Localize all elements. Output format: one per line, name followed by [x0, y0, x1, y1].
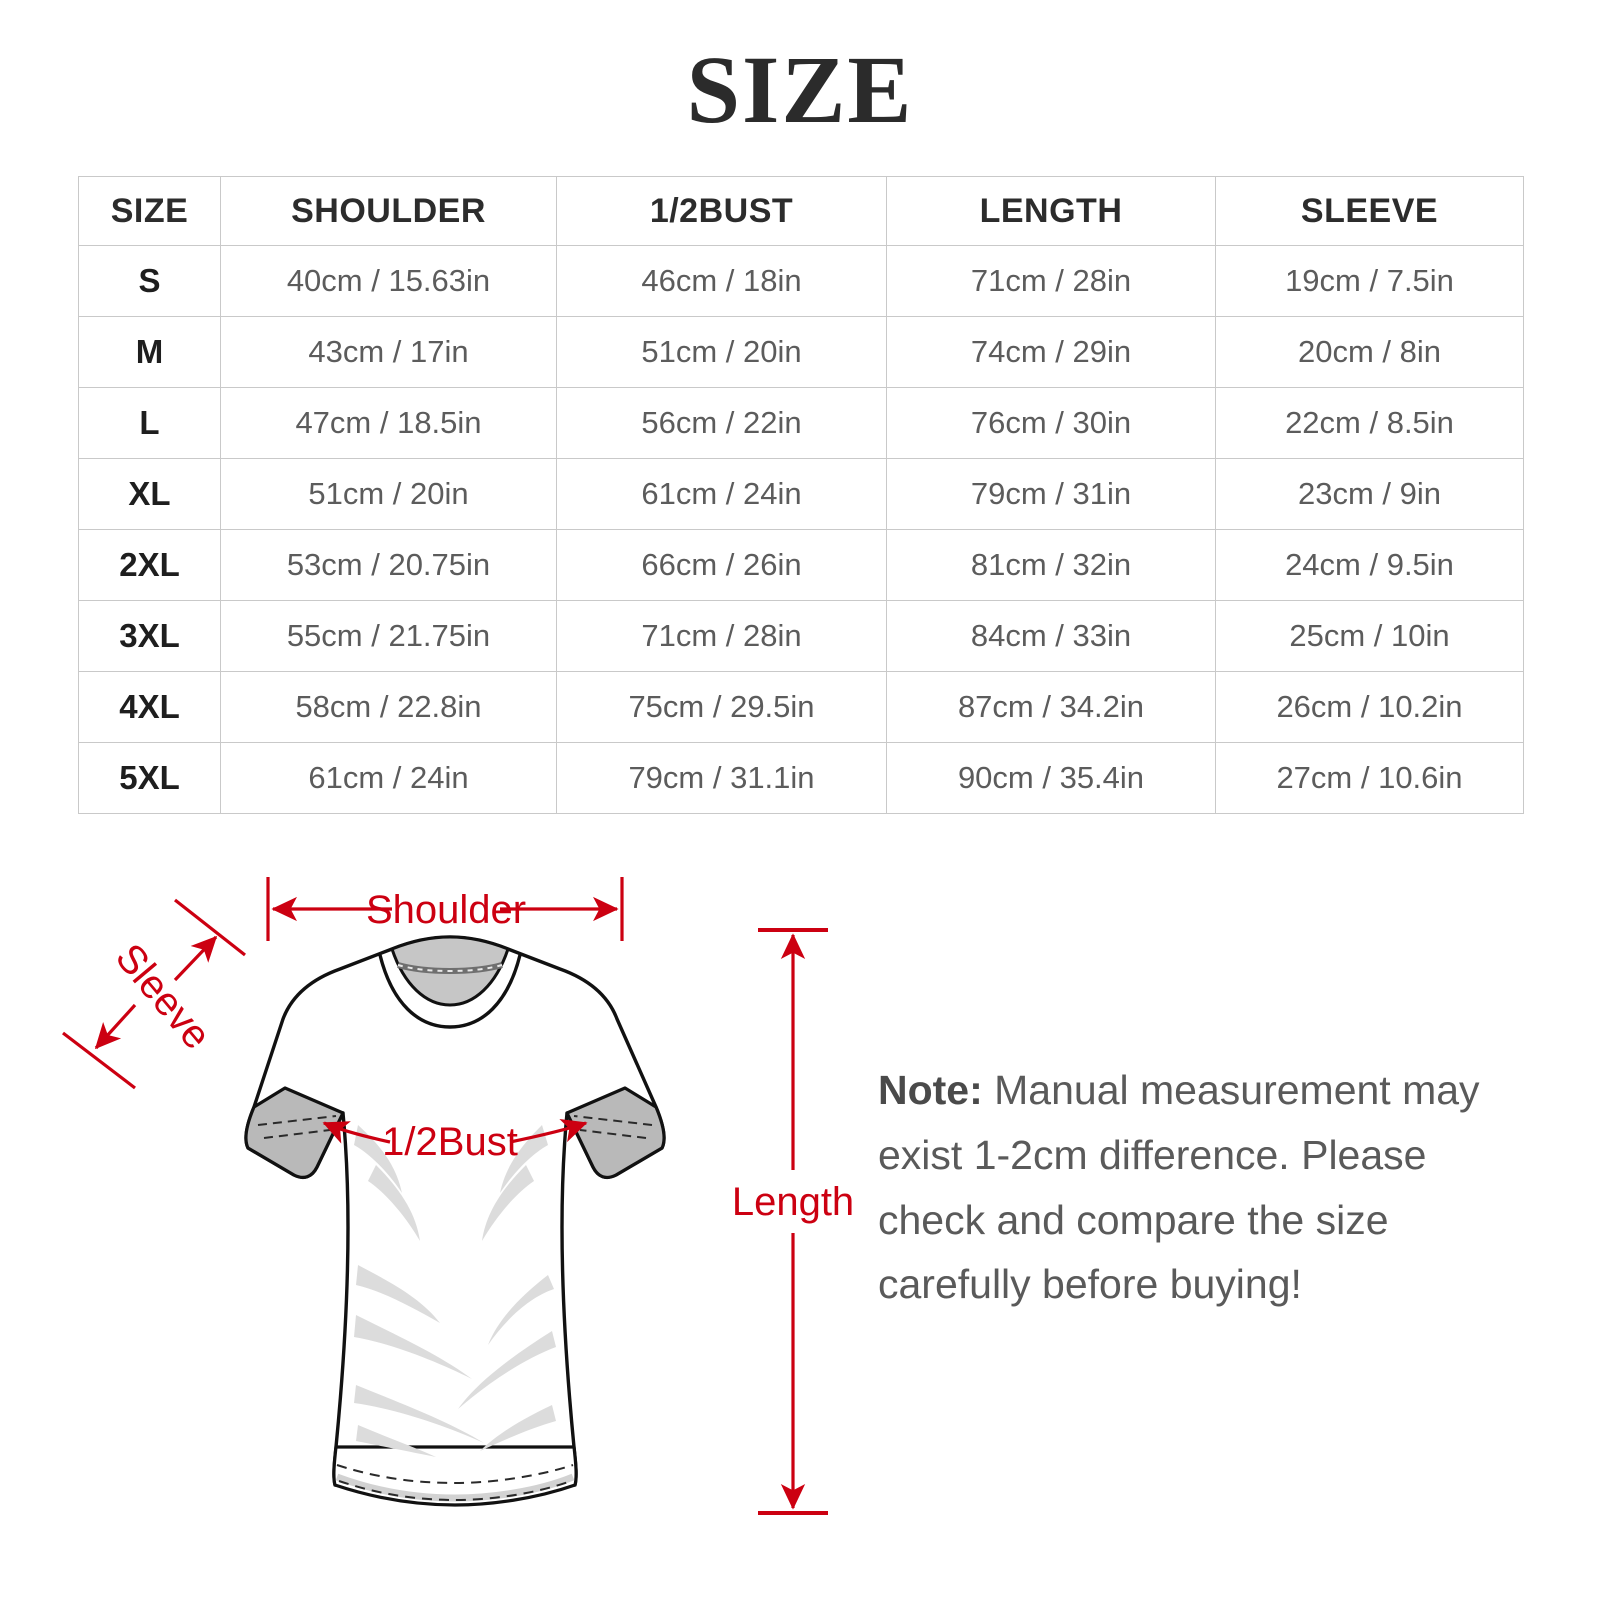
table-row: 5XL 61cm / 24in 79cm / 31.1in 90cm / 35.…	[78, 742, 1524, 814]
cell-size: M	[78, 316, 221, 388]
sleeve-tick-lower	[62, 1031, 136, 1090]
tshirt-measurement-diagram: Shoulder Sleeve 1/2Bust Le	[40, 845, 860, 1565]
tshirt-body-shape	[244, 935, 666, 1487]
column-header-shoulder: SHOULDER	[220, 176, 557, 246]
bust-arrow-left	[322, 1121, 391, 1144]
table-row: XL 51cm / 20in 61cm / 24in 79cm / 31in 2…	[78, 458, 1524, 530]
cell-bust: 79cm / 31.1in	[556, 742, 887, 814]
cell-sleeve: 26cm / 10.2in	[1215, 671, 1524, 743]
bust-label: 1/2Bust	[382, 1120, 518, 1164]
measurement-note: Note: Manual measurement may exist 1-2cm…	[878, 1058, 1518, 1317]
cell-shoulder: 53cm / 20.75in	[220, 529, 557, 601]
cell-length: 76cm / 30in	[886, 387, 1216, 459]
cell-length: 87cm / 34.2in	[886, 671, 1216, 743]
table-row: 2XL 53cm / 20.75in 66cm / 26in 81cm / 32…	[78, 529, 1524, 601]
right-cuff-stitch-b	[579, 1129, 647, 1139]
hem-stitch-a	[336, 1464, 574, 1485]
table-row: M 43cm / 17in 51cm / 20in 74cm / 29in 20…	[78, 316, 1524, 388]
cell-length: 74cm / 29in	[886, 316, 1216, 388]
cell-shoulder: 51cm / 20in	[220, 458, 557, 530]
bust-annotation	[322, 1119, 588, 1144]
table-row: 3XL 55cm / 21.75in 71cm / 28in 84cm / 33…	[78, 600, 1524, 672]
hem-stitch-b	[338, 1480, 572, 1502]
cell-shoulder: 43cm / 17in	[220, 316, 557, 388]
cell-size: 2XL	[78, 529, 221, 601]
right-cuff-stitch-a	[573, 1115, 653, 1126]
cell-sleeve: 25cm / 10in	[1215, 600, 1524, 672]
column-header-length: LENGTH	[886, 176, 1216, 246]
cell-length: 81cm / 32in	[886, 529, 1216, 601]
right-sleeve-cuff	[565, 1086, 666, 1179]
cell-sleeve: 24cm / 9.5in	[1215, 529, 1524, 601]
cell-size: L	[78, 387, 221, 459]
cell-size: S	[78, 245, 221, 317]
cell-sleeve: 27cm / 10.6in	[1215, 742, 1524, 814]
column-header-sleeve: SLEEVE	[1215, 176, 1524, 246]
fabric-folds	[354, 1125, 556, 1457]
cell-bust: 71cm / 28in	[556, 600, 887, 672]
cell-length: 79cm / 31in	[886, 458, 1216, 530]
cell-length: 90cm / 35.4in	[886, 742, 1216, 814]
cell-size: 4XL	[78, 671, 221, 743]
cell-size: 5XL	[78, 742, 221, 814]
table-row: 4XL 58cm / 22.8in 75cm / 29.5in 87cm / 3…	[78, 671, 1524, 743]
sleeve-arrow-down	[94, 1003, 137, 1050]
cell-size: XL	[78, 458, 221, 530]
cell-shoulder: 58cm / 22.8in	[220, 671, 557, 743]
page-title: SIZE	[686, 36, 914, 143]
cell-bust: 56cm / 22in	[556, 387, 887, 459]
length-label: Length	[732, 1180, 854, 1224]
shoulder-label: Shoulder	[366, 888, 526, 932]
sleeve-tick-upper	[174, 898, 246, 957]
cell-sleeve: 20cm / 8in	[1215, 316, 1524, 388]
cell-shoulder: 47cm / 18.5in	[220, 387, 557, 459]
left-cuff-stitch-b	[263, 1129, 331, 1139]
cell-sleeve: 19cm / 7.5in	[1215, 245, 1524, 317]
note-lead: Note:	[878, 1067, 983, 1113]
left-sleeve-cuff	[244, 1086, 345, 1179]
bust-arrow-right	[509, 1119, 588, 1144]
note-body: Manual measurement may exist 1-2cm diffe…	[878, 1067, 1480, 1308]
cell-length: 84cm / 33in	[886, 600, 1216, 672]
length-annotation	[758, 928, 828, 1515]
cell-bust: 51cm / 20in	[556, 316, 887, 388]
collar-rib-stitch	[397, 964, 503, 973]
cell-sleeve: 23cm / 9in	[1215, 458, 1524, 530]
cell-shoulder: 61cm / 24in	[220, 742, 557, 814]
column-header-bust: 1/2BUST	[556, 176, 887, 246]
cell-sleeve: 22cm / 8.5in	[1215, 387, 1524, 459]
table-header-row: SIZE SHOULDER 1/2BUST LENGTH SLEEVE	[78, 176, 1524, 246]
sleeve-label: Sleeve	[107, 936, 219, 1058]
cell-bust: 46cm / 18in	[556, 245, 887, 317]
cell-size: 3XL	[78, 600, 221, 672]
cell-bust: 66cm / 26in	[556, 529, 887, 601]
tshirt-illustration	[244, 935, 666, 1507]
column-header-size: SIZE	[78, 176, 221, 246]
table-row: L 47cm / 18.5in 56cm / 22in 76cm / 30in …	[78, 387, 1524, 459]
cell-bust: 75cm / 29.5in	[556, 671, 887, 743]
sleeve-arrow-up	[173, 935, 218, 982]
left-cuff-stitch-a	[257, 1115, 337, 1126]
table-row: S 40cm / 15.63in 46cm / 18in 71cm / 28in…	[78, 245, 1524, 317]
cell-shoulder: 40cm / 15.63in	[220, 245, 557, 317]
shoulder-annotation	[266, 877, 624, 941]
cell-length: 71cm / 28in	[886, 245, 1216, 317]
size-table: SIZE SHOULDER 1/2BUST LENGTH SLEEVE S 40…	[78, 176, 1524, 814]
cell-shoulder: 55cm / 21.75in	[220, 600, 557, 672]
sleeve-annotation	[62, 898, 246, 1090]
cell-bust: 61cm / 24in	[556, 458, 887, 530]
hem-shadow	[335, 1473, 575, 1502]
collar-outline	[378, 954, 522, 1029]
